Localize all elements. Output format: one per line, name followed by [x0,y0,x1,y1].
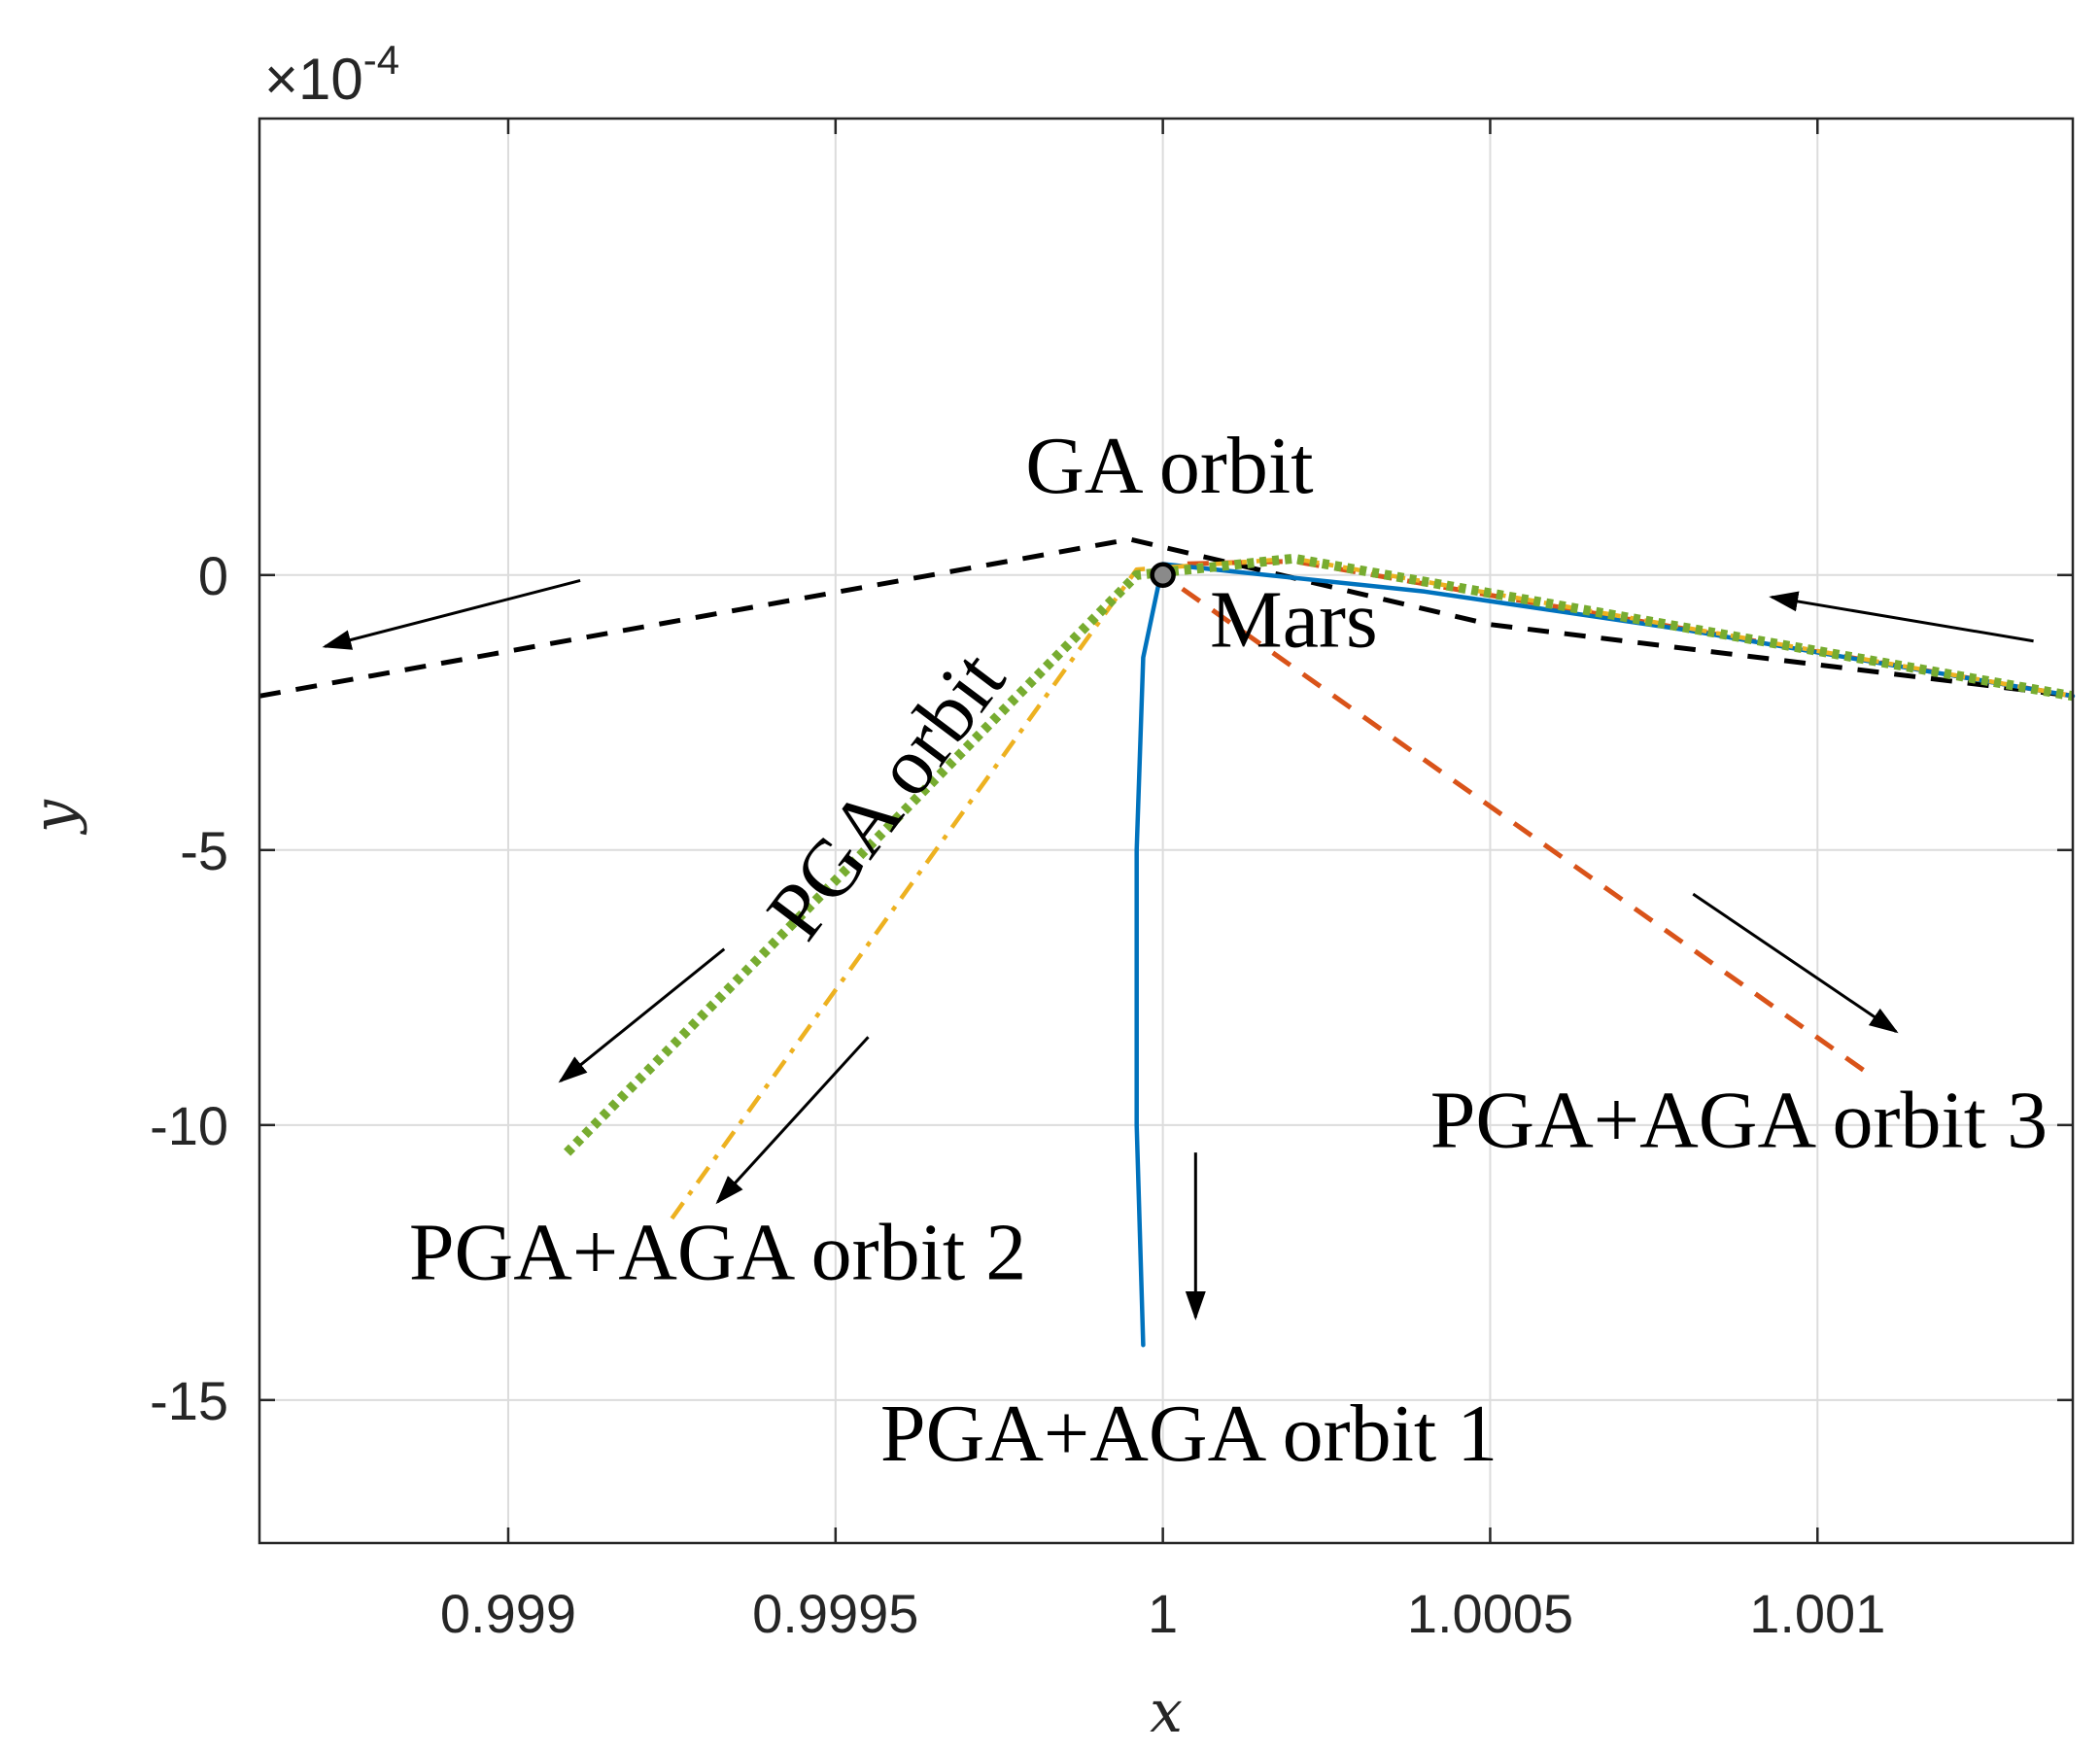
series-pga-aga-orbit-1 [1134,562,2076,1348]
annotation-mars: Mars [1210,574,1378,665]
x-tick-label: 0.9995 [752,1583,918,1644]
mars-marker [1150,562,1176,589]
series-pga-orbit [564,553,2074,1156]
y-tick-label: -5 [180,820,228,881]
series-pga-aga-orbit-3 [1160,559,2074,1073]
x-tick-label: 1.0005 [1407,1583,1573,1644]
direction-arrows [322,579,2034,1321]
x-tick-label: 0.999 [440,1583,576,1644]
y-tick-label: -15 [150,1370,228,1431]
direction-arrow [1769,591,2034,643]
direction-arrow [558,947,726,1083]
series-lines [258,536,2076,1348]
axis-ticks: 0.999 0.9995 1 1.0005 1.001 0 -5 -10 -15 [150,119,2073,1644]
annotation-pga-aga-orbit-1: PGA+AGA orbit 1 [880,1389,1498,1479]
direction-arrow [322,579,581,650]
annotation-ga-orbit: GA orbit [1025,421,1313,511]
plot-background [259,119,2073,1543]
annotation-pga-aga-orbit-3: PGA+AGA orbit 3 [1430,1075,2048,1165]
y-tick-label: 0 [198,545,228,606]
y-exponent-label: ×10-4 [264,37,399,112]
x-tick-label: 1 [1148,1583,1178,1644]
direction-arrow [715,1036,870,1205]
direction-arrow [1692,892,1899,1034]
y-tick-label: -10 [150,1095,228,1156]
y-axis-title: y [20,799,88,836]
plot-frame [258,117,2075,1545]
x-tick-label: 1.001 [1749,1583,1885,1644]
annotation-pga-aga-orbit-2: PGA+AGA orbit 2 [409,1207,1026,1297]
mars-marker-group [1150,562,1176,589]
x-axis-title: x [1150,1678,1183,1746]
